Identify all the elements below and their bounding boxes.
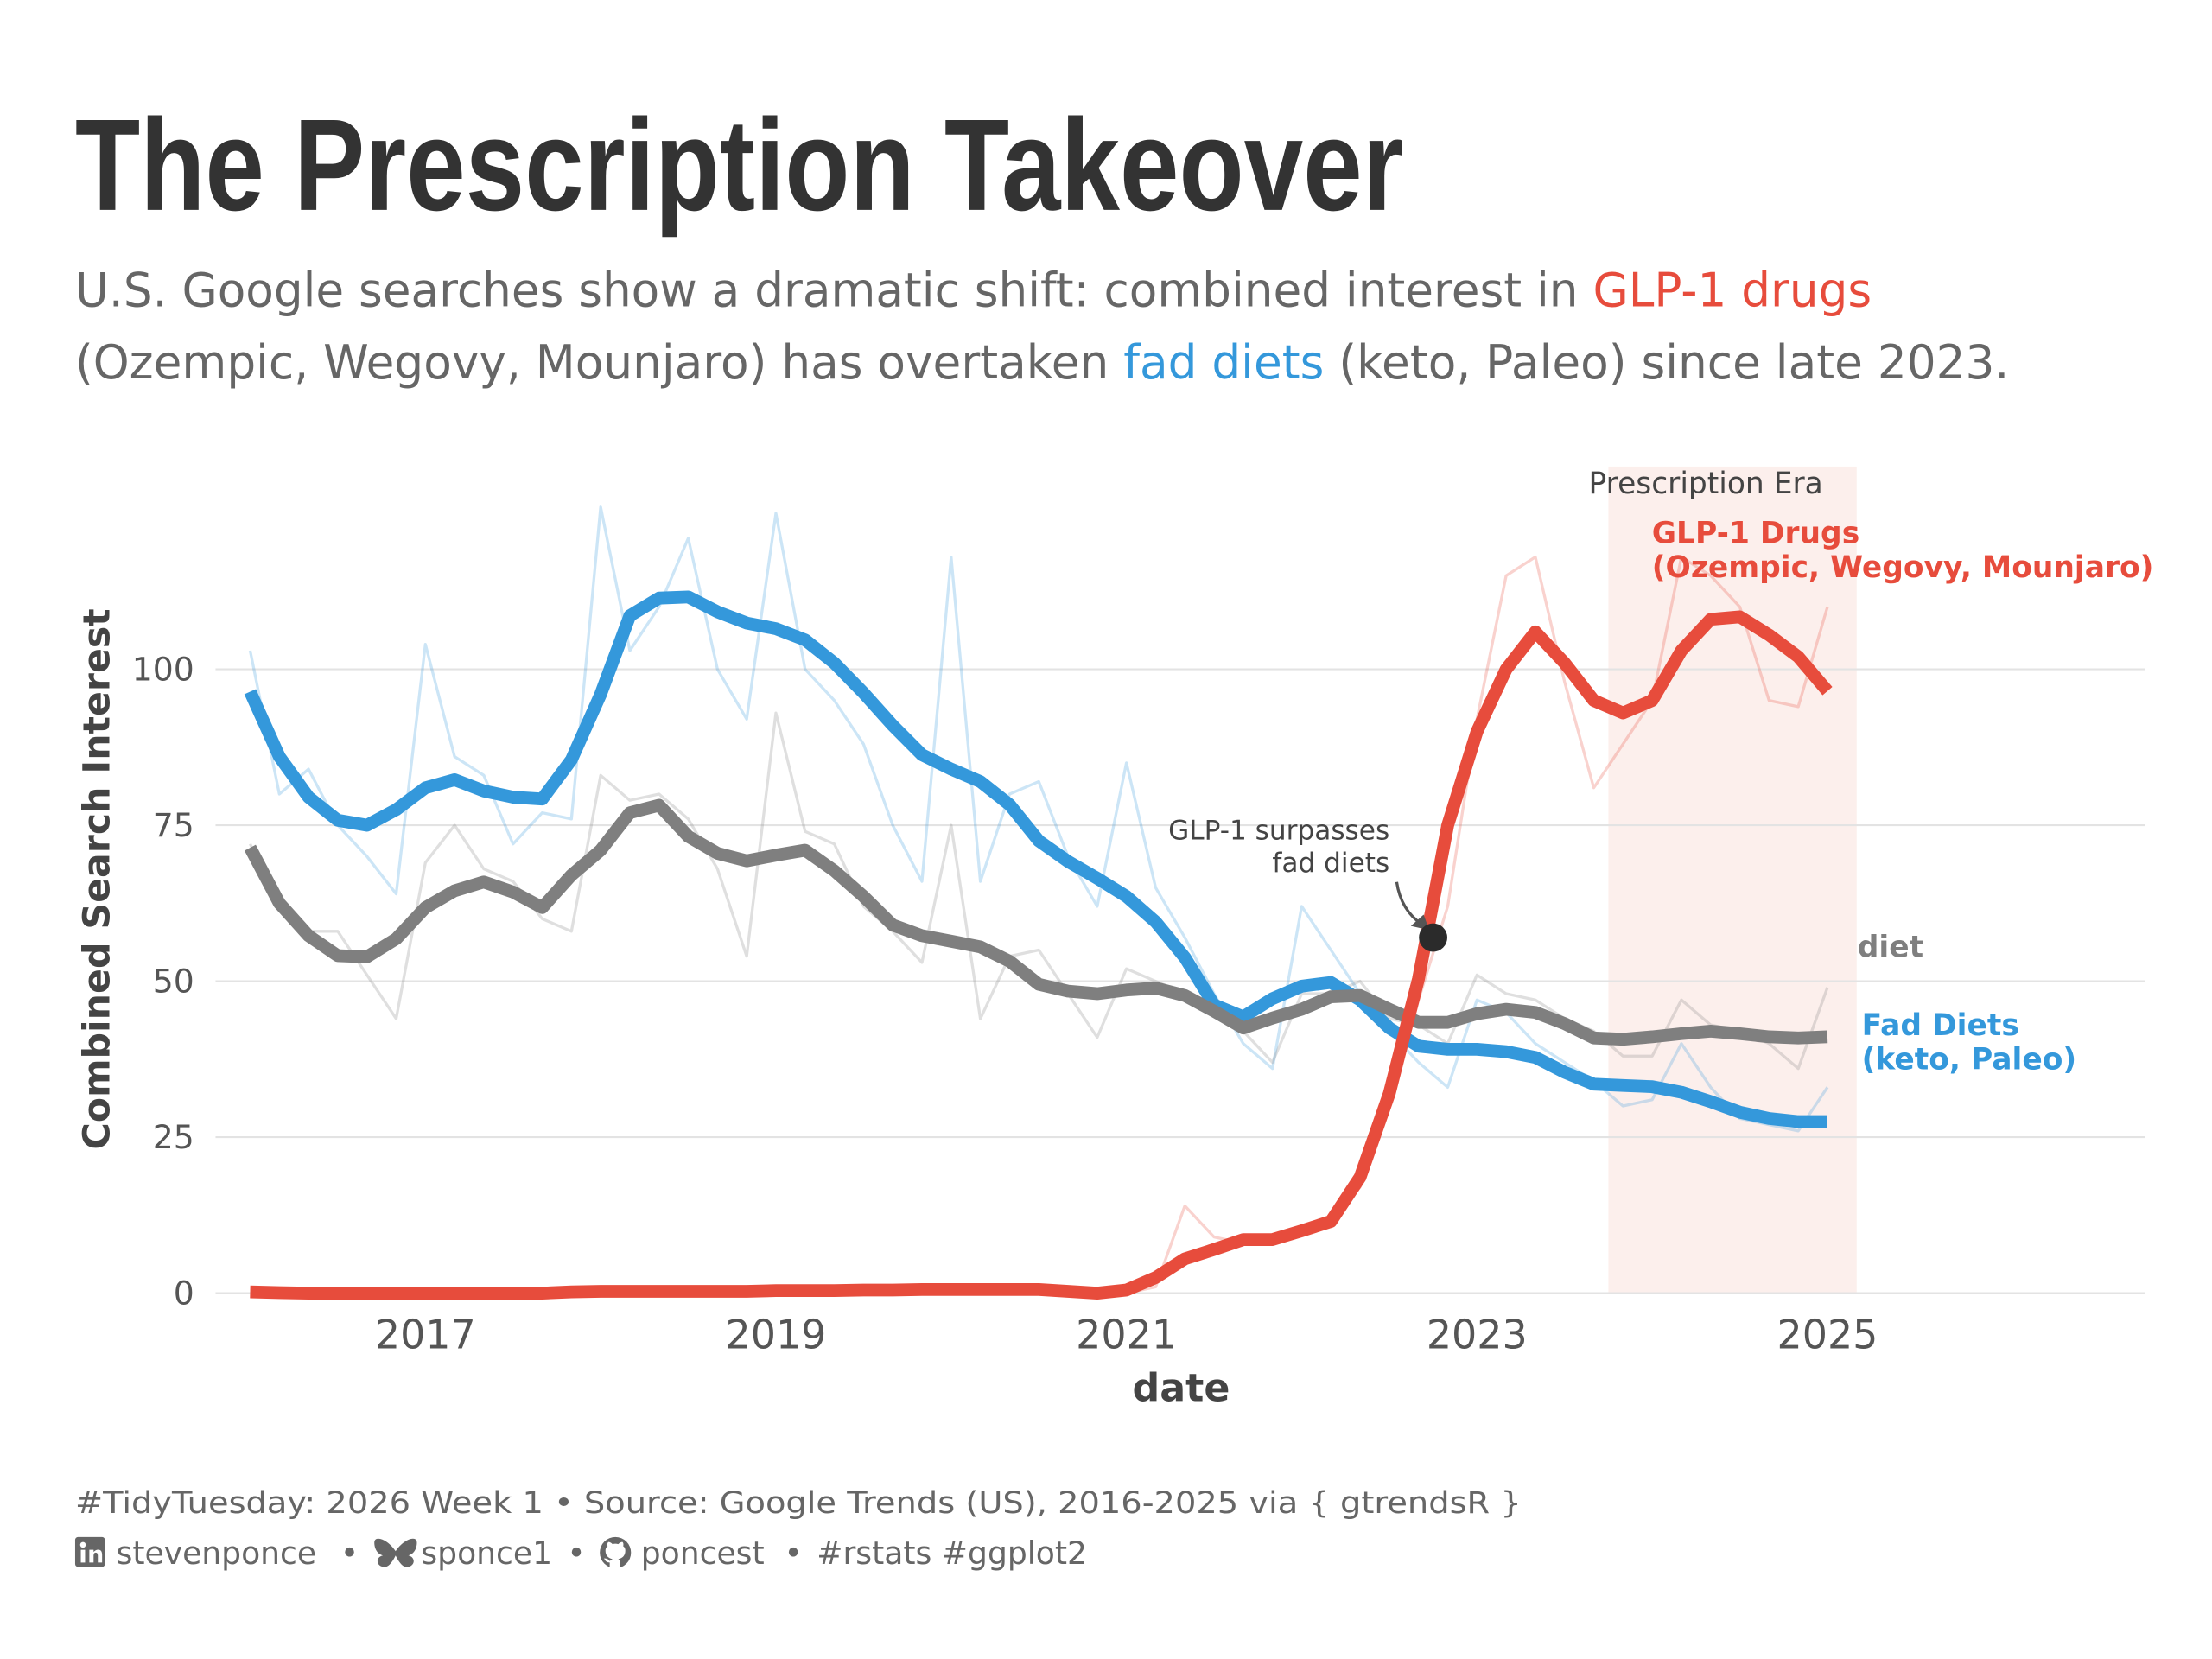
series-label-fad-sub: (keto, Paleo) [1862,1042,2077,1077]
caption-source: #TidyTuesday: 2026 Week 1 • Source: Goog… [75,1486,1522,1521]
smoothed-line-fad [244,590,1827,1128]
gridlines [215,668,2145,1294]
crossover-annotation-line-2: fad diets [1272,848,1389,879]
y-axis-ticks: 0 25 50 75 100 [132,651,194,1313]
y-tick-label: 25 [153,1118,194,1156]
separator: • [784,1535,802,1572]
crossover-point-group [1419,923,1447,952]
x-axis-title: date [1133,1366,1230,1410]
chart-title: The Prescription Takeover [75,92,1404,238]
separator: • [567,1535,585,1572]
subtitle-glp1-highlight: GLP-1 drugs [1592,263,1872,317]
x-tick-label: 2025 [1777,1312,1878,1358]
smoothed-series [244,590,1833,1300]
y-tick-label: 0 [174,1274,194,1313]
subtitle-text: (Ozempic, Wegovy, Mounjaro) has overtake… [75,335,1123,390]
github-icon [600,1536,632,1569]
y-tick-label: 100 [132,651,194,689]
smoothed-line-glp1 [250,610,1833,1300]
prescription-era-region [1608,466,1857,1294]
subtitle-line-1: U.S. Google searches show a dramatic shi… [75,263,1872,317]
x-tick-label: 2023 [1427,1312,1528,1358]
x-tick-label: 2017 [375,1312,476,1358]
subtitle-fad-highlight: fad diets [1123,335,1324,390]
crossover-annotation-line-1: GLP-1 surpasses [1168,815,1389,846]
subtitle-line-2: (Ozempic, Wegovy, Mounjaro) has overtake… [75,335,2009,390]
series-label-glp1-sub: (Ozempic, Wegovy, Mounjaro) [1652,550,2154,585]
smoothed-line-diet [244,798,1828,1046]
caption-tags: #rstats #ggplot2 [817,1535,1087,1572]
bluesky-handle[interactable]: sponce1 [421,1535,552,1572]
y-tick-label: 75 [153,806,194,844]
raw-line-fad [248,505,1829,1133]
series-label-diet: diet [1858,931,1923,965]
raw-line-diet [248,711,1829,1071]
crossover-arrow [1395,881,1423,926]
raw-series [248,505,1829,1295]
linkedin-icon [74,1536,105,1567]
series-label-fad: Fad Diets [1862,1008,2019,1043]
butterfly-icon [374,1538,417,1567]
x-tick-label: 2019 [726,1312,827,1358]
subtitle-text: (keto, Paleo) since late 2023. [1324,335,2009,390]
raw-line-glp1 [250,555,1829,1295]
x-axis-ticks: 2017 2019 2021 2023 2025 [375,1312,1878,1358]
separator: • [340,1535,359,1572]
y-tick-label: 50 [153,963,194,1001]
caption-social: stevenponce • sponce1 • poncest • #rstat… [74,1535,1087,1572]
x-tick-label: 2021 [1076,1312,1177,1358]
y-axis-title: Combined Search Interest [75,608,118,1149]
linkedin-handle[interactable]: stevenponce [117,1535,317,1572]
era-shade-rect [1608,466,1857,1294]
series-label-glp1: GLP-1 Drugs [1652,517,1859,551]
github-handle[interactable]: poncest [641,1535,765,1572]
era-label: Prescription Era [1589,467,1823,501]
crossover-point [1419,923,1447,952]
subtitle-text: U.S. Google searches show a dramatic shi… [75,263,1592,317]
